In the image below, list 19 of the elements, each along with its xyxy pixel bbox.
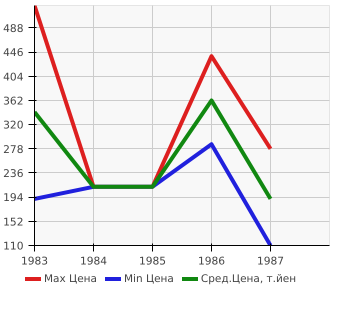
y-tick-label: 236 <box>3 166 24 180</box>
y-tick-label: 110 <box>3 240 24 252</box>
y-tick-label: 320 <box>3 118 24 132</box>
line-series <box>34 98 272 201</box>
y-tick-label: 362 <box>3 94 24 108</box>
y-tick-label: 194 <box>3 191 24 204</box>
legend-label: Сред.Цена, т.йен <box>200 273 296 285</box>
x-tick-label: 1983 <box>20 254 48 268</box>
y-tick-label: 404 <box>3 70 24 84</box>
y-tick-label: 488 <box>3 22 24 35</box>
x-tick-label: 1984 <box>80 254 108 268</box>
x-tick-label: 1985 <box>138 254 166 268</box>
y-tick-label: 152 <box>3 215 24 228</box>
x-tick-label: 1987 <box>256 254 284 268</box>
x-tick-label: 1986 <box>198 254 226 268</box>
y-tick-label: 446 <box>3 46 24 60</box>
y-tick-label: 278 <box>3 142 24 156</box>
legend-label: Max Цена <box>44 273 97 285</box>
legend-label: Min Цена <box>124 273 174 285</box>
